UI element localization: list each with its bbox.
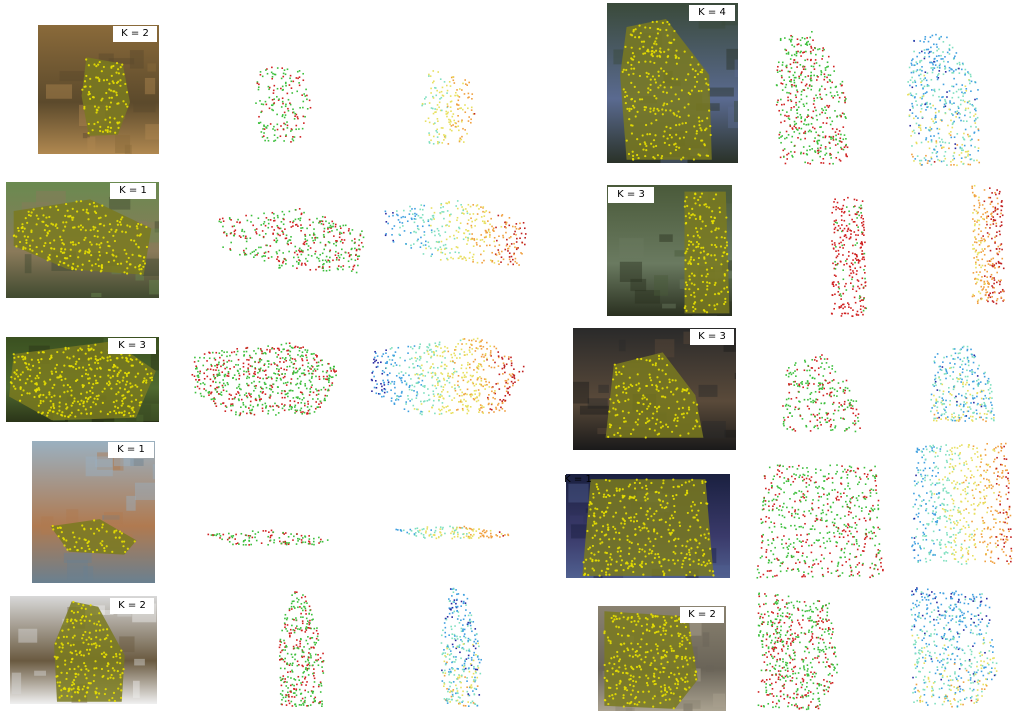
input-frame-woman xyxy=(607,3,738,163)
motion-segmentation-cloud xyxy=(752,330,888,442)
k-label: K = 3 xyxy=(690,329,734,345)
input-frame-city xyxy=(32,441,155,583)
k-label: K = 1 xyxy=(564,474,592,485)
input-frame-fish xyxy=(6,337,159,422)
k-label: K = 3 xyxy=(108,338,156,354)
depth-heatmap-cloud xyxy=(366,494,540,550)
motion-segmentation-cloud xyxy=(186,337,342,417)
depth-heatmap-cloud xyxy=(366,332,528,416)
k-label: K = 2 xyxy=(110,598,154,614)
depth-heatmap-cloud xyxy=(896,16,1000,168)
motion-segmentation-cloud xyxy=(210,192,374,292)
depth-heatmap-cloud xyxy=(904,580,1024,710)
depth-heatmap-cloud xyxy=(896,436,1026,566)
motion-segmentation-cloud xyxy=(200,32,348,160)
depth-heatmap-cloud xyxy=(906,320,1018,432)
motion-segmentation-cloud xyxy=(752,586,862,712)
k-label: K = 1 xyxy=(108,442,154,458)
input-frame-tractor xyxy=(607,185,732,316)
input-frame-rock xyxy=(598,606,726,711)
motion-segmentation-cloud xyxy=(770,190,868,318)
depth-heatmap-cloud xyxy=(370,38,510,162)
depth-heatmap-cloud xyxy=(376,182,536,286)
input-frame-panda xyxy=(38,25,159,154)
motion-segmentation-cloud xyxy=(764,14,868,166)
motion-segmentation-cloud xyxy=(176,494,362,558)
input-frame-lizard xyxy=(6,182,159,298)
depth-heatmap-cloud xyxy=(914,178,1006,306)
depth-heatmap-cloud xyxy=(414,580,500,708)
k-label: K = 4 xyxy=(689,5,735,21)
k-label: K = 2 xyxy=(113,26,157,42)
motion-segmentation-cloud xyxy=(740,458,900,580)
motion-segmentation-cloud xyxy=(250,582,344,708)
k-label: K = 3 xyxy=(608,187,654,203)
input-frame-house xyxy=(566,474,730,578)
input-frame-penguin xyxy=(10,596,157,704)
k-label: K = 1 xyxy=(110,183,156,199)
input-frame-phone-man xyxy=(573,328,736,450)
k-label: K = 2 xyxy=(680,607,724,623)
